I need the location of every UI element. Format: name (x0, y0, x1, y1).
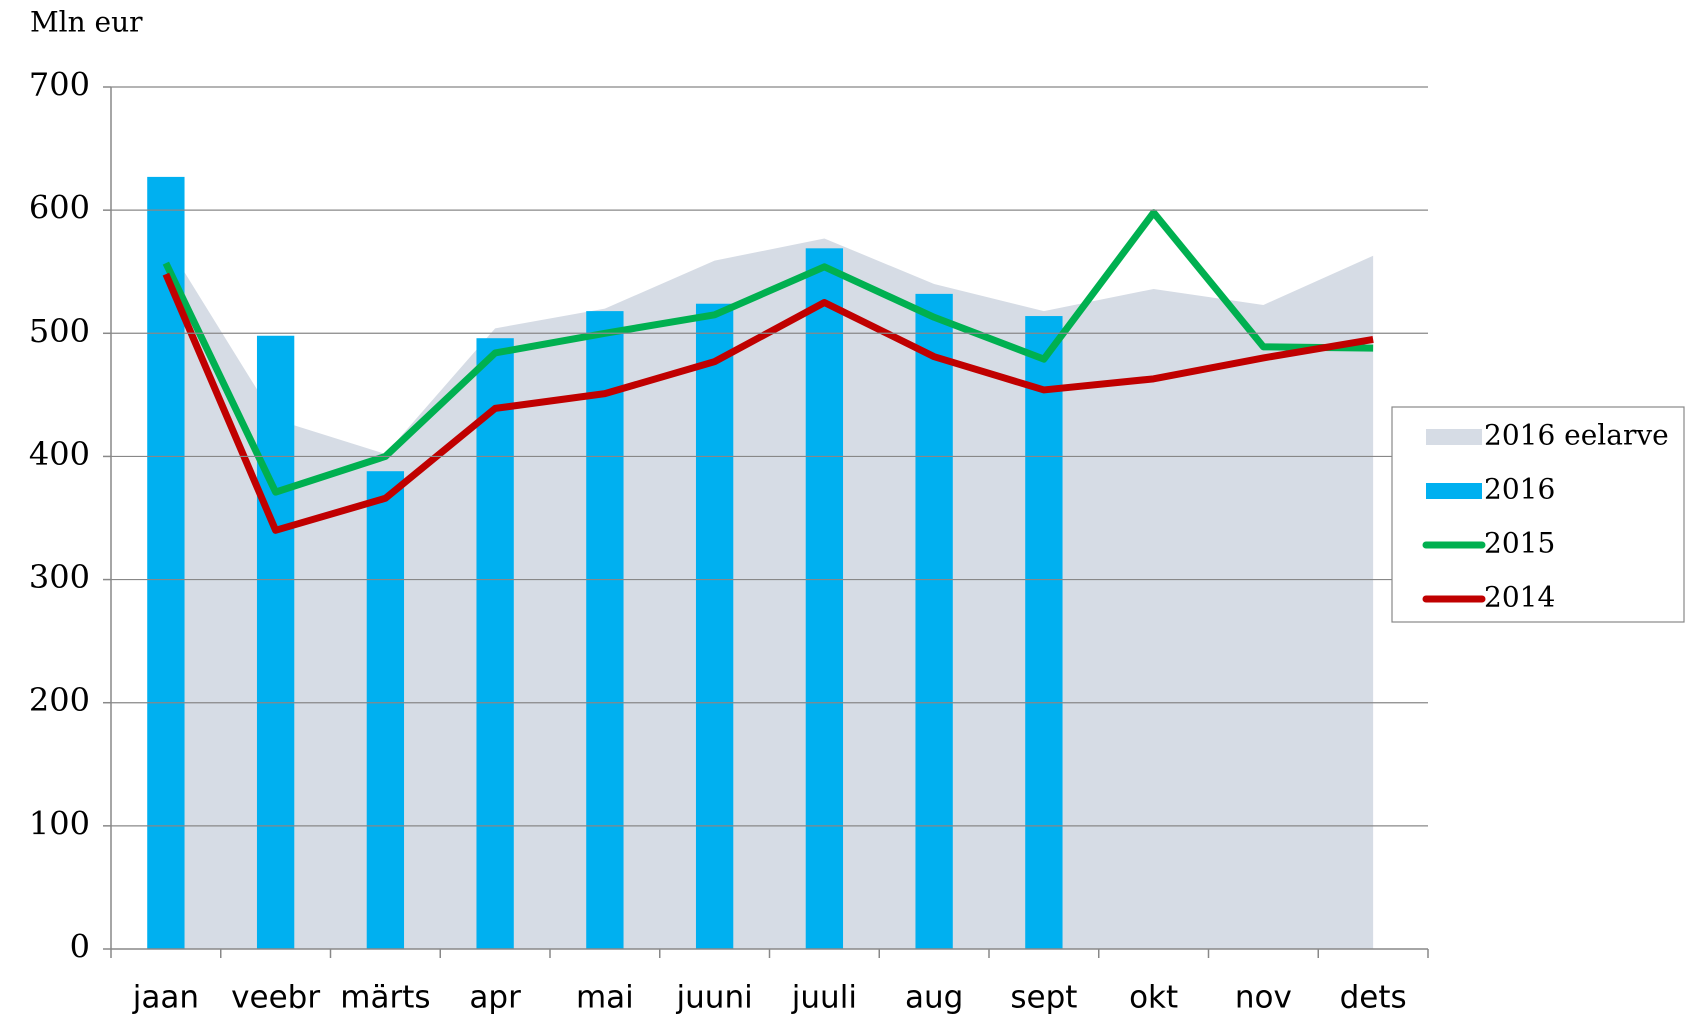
x-tick-label: veebr (231, 980, 320, 1016)
grid (111, 86, 1428, 827)
bar (1025, 316, 1063, 949)
x-tick-label: dets (1340, 980, 1407, 1016)
area (165, 238, 1374, 950)
y-tick-label: 600 (29, 189, 90, 227)
y-tick-label: 300 (29, 558, 90, 596)
legend-label: 2014 (1484, 581, 1555, 614)
bar (695, 303, 734, 949)
line (162, 209, 1374, 496)
bar (256, 335, 295, 950)
x-tick-label: aug (905, 980, 963, 1016)
bar (586, 311, 624, 949)
x-tick-label: apr (469, 980, 521, 1016)
x-tick-label: märts (340, 980, 430, 1016)
x-tick-label: juuni (676, 980, 753, 1016)
legend-label: 2015 (1484, 527, 1555, 560)
line (162, 272, 1374, 534)
x-tick-label: jaan (132, 980, 199, 1016)
legend-box (1391, 406, 1685, 623)
x-tick-label: sept (1010, 980, 1077, 1016)
bar (915, 293, 953, 949)
legend-label: 2016 (1484, 473, 1555, 506)
bar (476, 338, 514, 949)
y-axis-label: Mln eur (30, 6, 143, 39)
y-tick-label: 400 (29, 435, 90, 473)
y-tick-label: 500 (29, 312, 90, 350)
legend-swatch (1426, 483, 1482, 499)
bar (805, 248, 844, 949)
x-tick-label: okt (1129, 980, 1178, 1016)
y-tick-label: 200 (29, 681, 90, 719)
bar (366, 471, 405, 949)
x-tick-label: nov (1235, 980, 1292, 1016)
y-tick-label: 0 (70, 928, 90, 966)
legend-label: 2016 eelarve (1484, 419, 1669, 452)
y-tick-label: 700 (29, 66, 90, 104)
y-tick-label: 100 (29, 804, 90, 842)
legend-swatch (1426, 429, 1482, 445)
x-tick-label: mai (576, 980, 634, 1016)
x-tick-label: juuli (791, 980, 857, 1016)
